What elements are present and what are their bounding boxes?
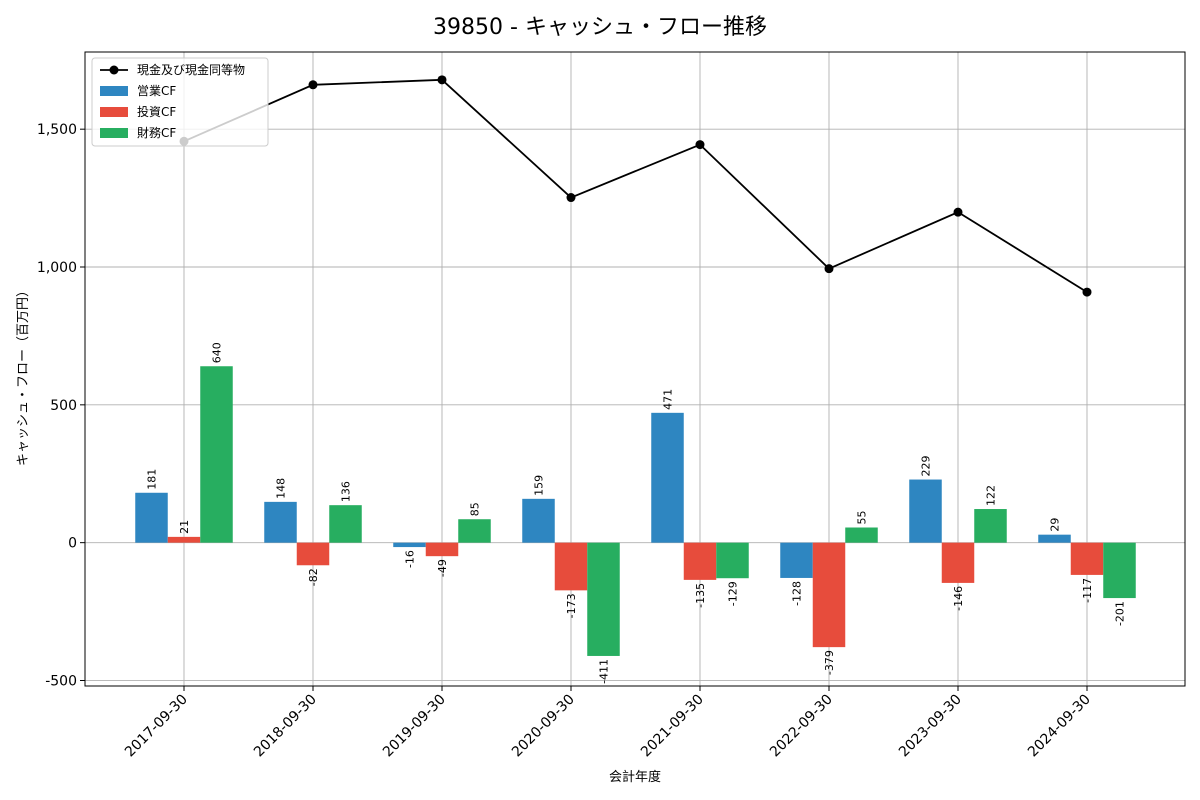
bar-value-label: 159 — [533, 475, 546, 496]
bar-2-2024-09-30 — [1070, 542, 1104, 575]
bar-value-label: 21 — [178, 520, 191, 534]
cash-point-2019-09-30 — [437, 75, 447, 85]
bar-value-label: 85 — [469, 502, 482, 516]
cash-point-2023-09-30 — [953, 207, 963, 217]
bar-value-label: 55 — [856, 511, 869, 525]
bar-value-label: -117 — [1081, 578, 1094, 603]
bar-3-2017-09-30 — [200, 366, 233, 543]
bar-value-label: -82 — [307, 568, 320, 586]
bar-1-2022-09-30 — [780, 542, 813, 578]
legend-line-marker — [109, 65, 119, 75]
x-axis-label: 会計年度 — [609, 769, 661, 785]
bar-value-label: -201 — [1114, 601, 1127, 626]
bar-value-label: -146 — [952, 586, 965, 611]
legend-label-2: 投資CF — [137, 104, 176, 119]
bar-2-2018-09-30 — [296, 542, 330, 566]
bar-3-2024-09-30 — [1103, 542, 1136, 599]
chart-title: 39850 - キャッシュ・フロー推移 — [433, 15, 767, 40]
y-tick-label: 0 — [68, 536, 77, 552]
cash-point-2020-09-30 — [566, 193, 576, 203]
bar-labels-layer: 181 148 -16 159 471 -128 229 29 21 -82 -49 -173 -135… — [146, 342, 1127, 684]
bar-value-label: 136 — [340, 481, 353, 502]
cash-line — [183, 78, 1088, 293]
bar-1-2021-09-30 — [651, 412, 684, 543]
bar-2-2021-09-30 — [683, 542, 717, 580]
bar-3-2018-09-30 — [329, 505, 362, 543]
bar-3-2019-09-30 — [458, 519, 491, 543]
legend-label-cash: 現金及び現金同等物 — [137, 62, 245, 77]
bar-value-label: -379 — [823, 650, 836, 675]
bar-value-label: -411 — [598, 659, 611, 684]
cash-point-2018-09-30 — [308, 80, 318, 90]
cash-point-2022-09-30 — [824, 264, 834, 274]
bar-2-2023-09-30 — [941, 542, 975, 583]
bar-1-2018-09-30 — [264, 501, 297, 543]
bars-layer — [135, 366, 1136, 656]
bar-1-2023-09-30 — [909, 479, 942, 543]
bar-value-label: 471 — [662, 389, 675, 410]
bar-1-2017-09-30 — [135, 492, 168, 543]
cash-point-2021-09-30 — [695, 140, 705, 150]
bar-value-label: -128 — [791, 581, 804, 606]
bar-value-label: 229 — [920, 456, 933, 477]
legend-label-3: 財務CF — [137, 125, 176, 140]
bar-value-label: -16 — [404, 550, 417, 568]
cash-point-2024-09-30 — [1082, 287, 1092, 297]
bar-3-2021-09-30 — [716, 542, 749, 579]
bar-1-2020-09-30 — [522, 498, 555, 543]
bar-3-2020-09-30 — [587, 542, 620, 656]
bar-value-label: -49 — [436, 559, 449, 577]
bar-value-label: 640 — [211, 342, 224, 363]
bar-3-2023-09-30 — [974, 509, 1007, 543]
bar-2-2017-09-30 — [167, 536, 201, 543]
legend-swatch-2 — [100, 107, 128, 117]
y-axis-label: キャッシュ・フロー（百万円） — [16, 284, 31, 466]
legend-swatch-3 — [100, 128, 128, 138]
bar-2-2022-09-30 — [812, 542, 846, 648]
bar-value-label: 181 — [146, 469, 159, 490]
bar-value-label: -173 — [565, 593, 578, 618]
legend-label-1: 営業CF — [137, 84, 176, 98]
bar-1-2019-09-30 — [393, 542, 426, 548]
bar-2-2020-09-30 — [554, 542, 588, 591]
bar-3-2022-09-30 — [845, 527, 878, 543]
y-tick-label: 1,500 — [37, 122, 77, 138]
plot-frame — [84, 51, 1186, 687]
bar-value-label: 29 — [1049, 518, 1062, 532]
bar-2-2019-09-30 — [425, 542, 459, 557]
y-tick-label: -500 — [45, 673, 77, 689]
bar-value-label: 148 — [275, 478, 288, 499]
legend-swatch-1 — [100, 86, 128, 96]
bar-value-label: 122 — [985, 485, 998, 506]
legend-box — [91, 57, 269, 147]
bar-value-label: -129 — [727, 581, 740, 606]
y-tick-label: 500 — [50, 398, 77, 414]
bar-value-label: -135 — [694, 583, 707, 608]
y-tick-label: 1,000 — [37, 260, 77, 276]
bar-1-2024-09-30 — [1038, 534, 1071, 543]
